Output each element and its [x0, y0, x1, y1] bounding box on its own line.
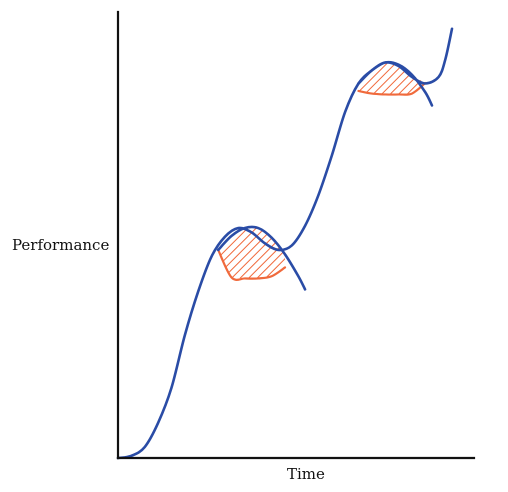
overlay-curve-1 — [216, 225, 307, 291]
shaded-region-2-lower-boundary — [357, 81, 427, 96]
main-performance-curve — [116, 27, 454, 460]
shaded-region-1 — [218, 228, 285, 279]
overlay-curve-2 — [357, 60, 434, 107]
y-axis-label: Performance — [12, 236, 109, 254]
x-axis-label: Time — [287, 465, 325, 483]
chart-marks — [116, 27, 454, 460]
shaded-region-2 — [358, 62, 426, 95]
shaded-region-1-lower-boundary — [217, 248, 287, 281]
